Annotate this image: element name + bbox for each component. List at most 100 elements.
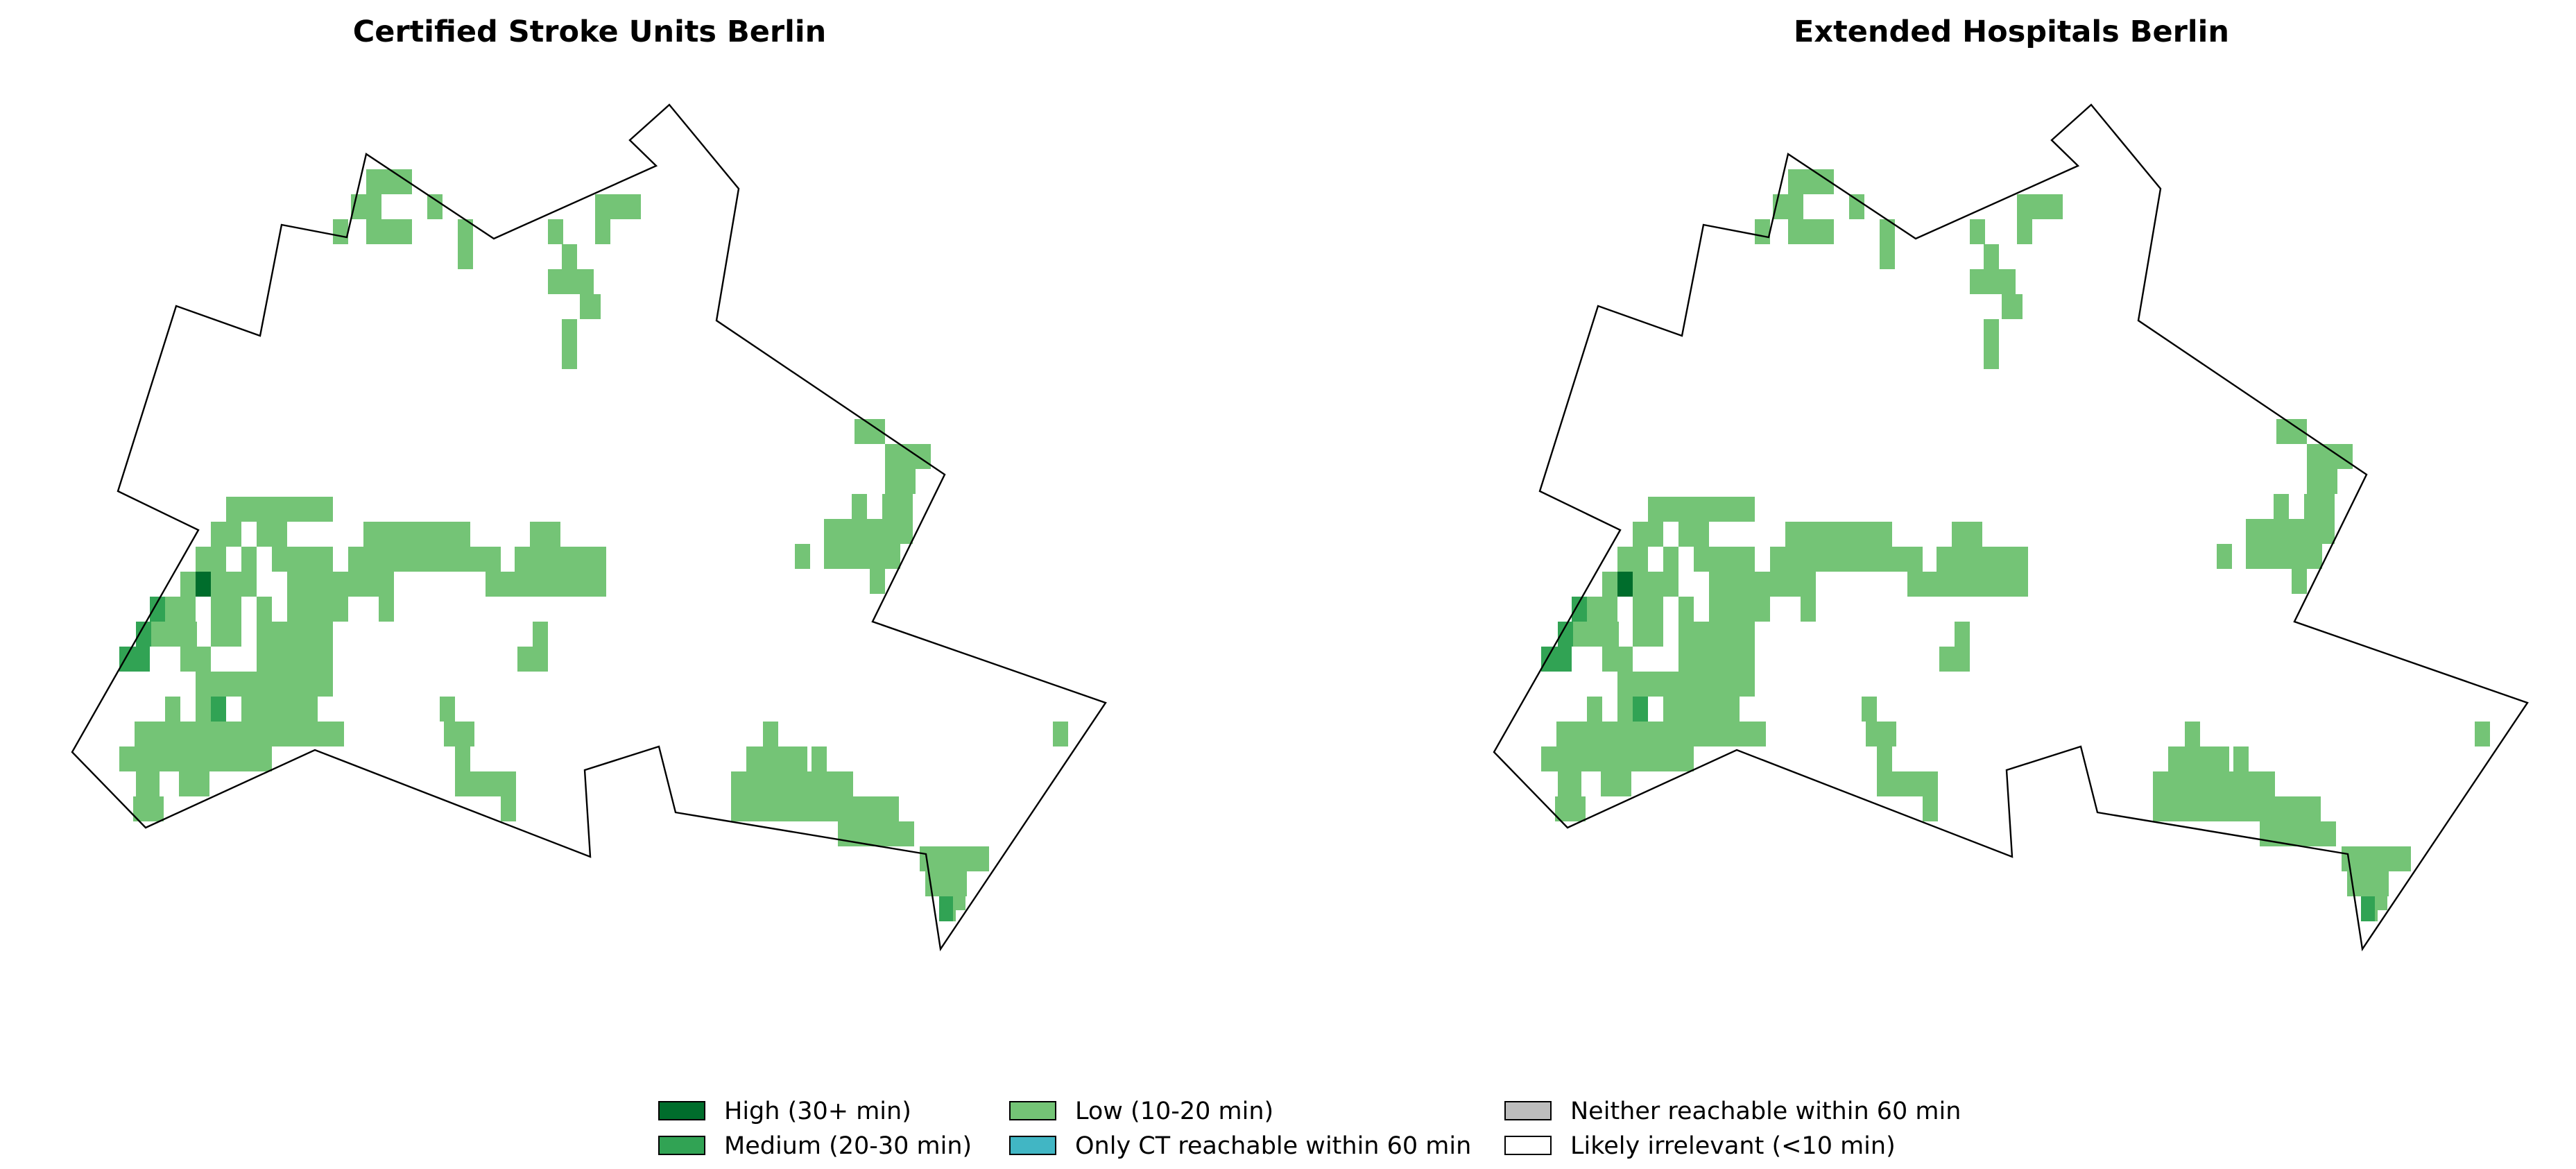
grid-cell-medium: [2361, 896, 2375, 921]
grid-cell-low: [1923, 796, 1938, 821]
grid-cell-low: [241, 547, 257, 572]
grid-cell-low: [2153, 771, 2275, 796]
grid-cell-low: [180, 572, 196, 597]
legend-label: Low (10-20 min): [1075, 1098, 1273, 1125]
grid-cell-low: [165, 597, 196, 622]
grid-cell-low: [746, 746, 807, 771]
grid-cell-low: [731, 771, 853, 796]
grid-cell-low: [2260, 821, 2336, 846]
grid-cell-low: [272, 547, 333, 572]
grid-cell-low: [1907, 572, 1938, 597]
legend-swatch: [1009, 1136, 1056, 1155]
grid-cell-low: [1849, 194, 1864, 219]
grid-cell-low: [136, 771, 160, 796]
grid-cell-low: [533, 622, 548, 647]
grid-cell-low: [196, 547, 211, 572]
grid-cell-low: [1984, 244, 1999, 269]
grid-cell-low: [2233, 746, 2249, 771]
grid-cell-low: [1678, 522, 1709, 547]
grid-cell-low: [211, 572, 257, 597]
grid-cell-low: [1617, 672, 1755, 697]
grid-cell-low: [2307, 469, 2337, 494]
grid-cell-low: [1939, 647, 1970, 672]
grid-cell-low: [1555, 796, 1586, 821]
grid-cell-low: [1602, 572, 1617, 597]
grid-cell-low: [1633, 597, 1663, 622]
grid-cell-low: [1678, 647, 1755, 672]
grid-cell-low: [1541, 746, 1694, 771]
grid-cell-low: [1709, 572, 1816, 597]
grid-cell-low: [2304, 494, 2335, 519]
grid-cell-low: [287, 572, 394, 597]
grid-cell-low: [517, 647, 548, 672]
grid-cell-low: [1663, 697, 1740, 722]
grid-cell-low: [135, 722, 344, 746]
grid-cell-low: [515, 547, 606, 572]
grid-cell-low: [2185, 722, 2200, 746]
map-cells: [1541, 169, 2490, 921]
grid-cell-low: [1788, 219, 1834, 244]
grid-cell-low: [1678, 622, 1755, 647]
grid-cell-low: [180, 647, 211, 672]
legend-swatch: [1504, 1101, 1552, 1120]
grid-cell-low: [885, 469, 916, 494]
legend-label: High (30+ min): [724, 1098, 911, 1125]
grid-cell-low: [2274, 494, 2289, 519]
grid-cell-medium: [136, 622, 151, 647]
grid-cell-low: [595, 219, 610, 244]
legend-item-high: High (30+ min): [658, 1098, 911, 1125]
legend-label: Only CT reachable within 60 min: [1075, 1132, 1471, 1160]
grid-cell-low: [548, 269, 594, 294]
map-cells: [119, 169, 1068, 921]
grid-cell-low: [1633, 572, 1678, 597]
grid-cell-low: [595, 194, 641, 219]
grid-cell-medium: [1558, 622, 1573, 647]
grid-cell-low: [119, 746, 272, 771]
grid-cell-low: [1587, 697, 1602, 722]
grid-cell-low: [920, 846, 989, 871]
legend-label: Likely irrelevant (<10 min): [1570, 1132, 1896, 1160]
legend: High (30+ min) Medium (20-30 min) Low (1…: [658, 1098, 1961, 1160]
grid-cell-low: [812, 746, 827, 771]
grid-cell-low: [2342, 846, 2411, 871]
grid-cell-low: [196, 672, 333, 697]
grid-cell-low: [1053, 722, 1068, 746]
grid-cell-low: [1877, 771, 1938, 796]
grid-cell-low: [882, 494, 913, 519]
berlin-boundary: [71, 103, 1107, 952]
grid-cell-low: [1648, 497, 1755, 522]
grid-cell-low: [151, 622, 197, 647]
grid-cell-low: [455, 746, 470, 771]
grid-cell-low: [1663, 547, 1678, 572]
legend-item-ct-only: Only CT reachable within 60 min: [1009, 1132, 1471, 1160]
grid-cell-low: [1877, 746, 1892, 771]
grid-cell-low: [211, 547, 226, 572]
grid-cell-low: [257, 647, 333, 672]
grid-cell-low: [731, 796, 899, 821]
grid-cell-low: [211, 622, 241, 647]
legend-item-medium: Medium (20-30 min): [658, 1132, 972, 1160]
grid-cell-low: [1556, 722, 1766, 746]
grid-cell-low: [824, 519, 913, 544]
grid-cell-low: [427, 194, 443, 219]
grid-cell-low: [885, 444, 931, 469]
grid-cell-low: [455, 771, 516, 796]
grid-cell-medium: [1633, 697, 1648, 722]
legend-swatch: [1009, 1101, 1056, 1120]
grid-cell-medium: [939, 896, 953, 921]
grid-cell-low: [515, 572, 606, 597]
grid-cell-low: [1770, 547, 1923, 572]
grid-cell-low: [333, 219, 348, 244]
grid-cell-low: [501, 796, 516, 821]
grid-cell-low: [838, 821, 914, 846]
grid-cell-low: [257, 522, 287, 547]
grid-cell-low: [2246, 544, 2322, 569]
grid-cell-low: [257, 622, 333, 647]
grid-cell-low: [1617, 547, 1633, 572]
grid-cell-low: [179, 771, 209, 796]
grid-cell-low: [1573, 622, 1619, 647]
grid-cell-low: [1984, 319, 1999, 369]
grid-cell-low: [1633, 547, 1648, 572]
grid-cell-low: [1785, 522, 1892, 547]
